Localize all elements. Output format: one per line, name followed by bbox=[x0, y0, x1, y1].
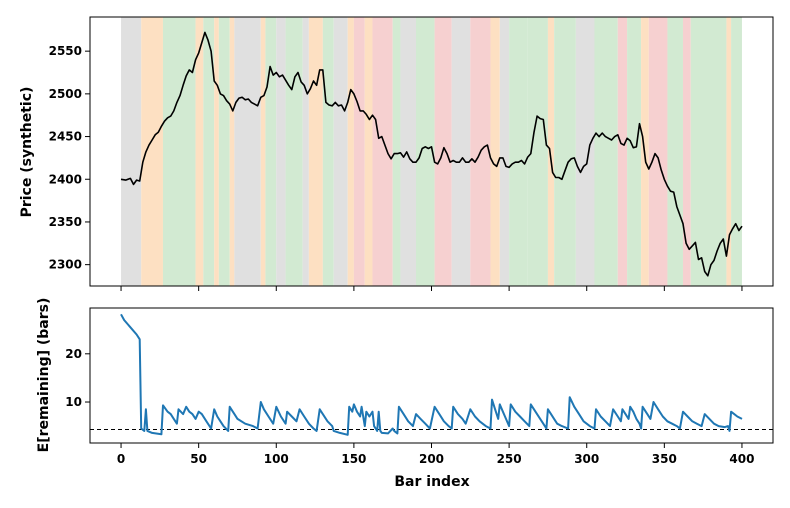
regime-band bbox=[265, 17, 277, 286]
price-y-ticks: 2300 2350 2400 2450 2500 2550 bbox=[49, 44, 90, 272]
y-tick-label: 2450 bbox=[49, 130, 82, 144]
x-tick-label: 150 bbox=[341, 452, 366, 466]
regime-band bbox=[392, 17, 401, 286]
regime-band bbox=[682, 17, 691, 286]
y-tick-label: 20 bbox=[65, 347, 82, 361]
x-tick-label: 250 bbox=[497, 452, 522, 466]
x-tick-label: 350 bbox=[652, 452, 677, 466]
regime-band bbox=[234, 17, 261, 286]
regime-band bbox=[162, 17, 196, 286]
regime-band bbox=[648, 17, 668, 286]
remaining-panel: 10 20 0 50 100 150 200 250 300 350 400 E[remainin… bbox=[36, 298, 774, 490]
regime-band bbox=[260, 17, 266, 286]
x-axis-label: Bar index bbox=[394, 474, 469, 490]
x-tick-label: 400 bbox=[729, 452, 754, 466]
price-series-line bbox=[120, 31, 743, 277]
regime-band bbox=[276, 17, 286, 286]
regime-band bbox=[400, 17, 416, 286]
regime-band bbox=[617, 17, 628, 286]
regime-band bbox=[322, 17, 334, 286]
x-tick-label: 200 bbox=[419, 452, 444, 466]
regime-band bbox=[594, 17, 618, 286]
regime-band bbox=[203, 17, 215, 286]
y-tick-label: 2550 bbox=[49, 44, 82, 58]
regime-band bbox=[214, 17, 219, 286]
regime-band bbox=[285, 17, 303, 286]
regime-bands bbox=[121, 17, 742, 286]
y-tick-label: 2350 bbox=[49, 215, 82, 229]
price-panel: 2300 2350 2400 2450 2500 2550 Price (syntheti… bbox=[19, 16, 774, 291]
regime-band bbox=[627, 17, 642, 286]
regime-band bbox=[667, 17, 683, 286]
regime-band bbox=[451, 17, 471, 286]
regime-band bbox=[690, 17, 727, 286]
x-tick-label: 50 bbox=[190, 452, 207, 466]
regime-band bbox=[121, 17, 142, 286]
regime-band bbox=[195, 17, 204, 286]
remaining-series-line bbox=[120, 313, 743, 436]
regime-band bbox=[364, 17, 373, 286]
regime-band bbox=[575, 17, 595, 286]
regime-band bbox=[415, 17, 435, 286]
regime-band bbox=[333, 17, 348, 286]
regime-band bbox=[547, 17, 555, 286]
regime-band bbox=[302, 17, 309, 286]
y-tick-label: 2500 bbox=[49, 87, 82, 101]
regime-band bbox=[372, 17, 393, 286]
regime-band bbox=[218, 17, 230, 286]
regime-band bbox=[554, 17, 576, 286]
regime-band bbox=[499, 17, 510, 286]
remaining-y-ticks: 10 20 bbox=[65, 347, 90, 409]
regime-band bbox=[490, 17, 500, 286]
remaining-y-axis-label: E[remaining] (bars) bbox=[36, 298, 52, 453]
y-tick-label: 2400 bbox=[49, 172, 82, 186]
remaining-x-ticks: 0 50 100 150 200 250 300 350 400 bbox=[117, 443, 754, 466]
y-tick-label: 2300 bbox=[49, 258, 82, 272]
regime-band bbox=[308, 17, 323, 286]
x-tick-label: 100 bbox=[264, 452, 289, 466]
x-tick-label: 0 bbox=[117, 452, 125, 466]
regime-band bbox=[229, 17, 235, 286]
price-plot-frame bbox=[89, 16, 774, 287]
regime-band bbox=[347, 17, 354, 286]
regime-band bbox=[726, 17, 732, 286]
x-tick-label: 300 bbox=[574, 452, 599, 466]
remaining-plot-frame bbox=[89, 307, 774, 444]
regime-band bbox=[141, 17, 163, 286]
regime-band bbox=[527, 17, 548, 286]
price-x-ticks bbox=[120, 286, 743, 291]
regime-band bbox=[509, 17, 528, 286]
regime-band bbox=[353, 17, 365, 286]
price-y-axis-label: Price (synthetic) bbox=[19, 87, 35, 218]
y-tick-label: 10 bbox=[65, 395, 82, 409]
regime-band bbox=[731, 17, 742, 286]
